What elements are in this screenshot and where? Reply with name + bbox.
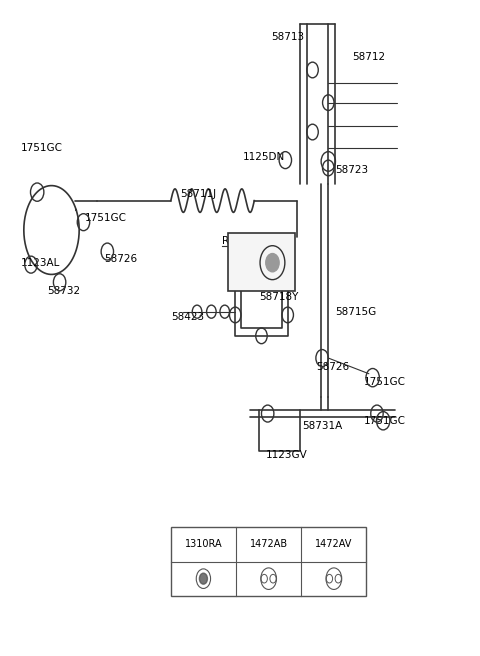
Text: 58715G: 58715G <box>336 307 377 318</box>
Text: 1125DN: 1125DN <box>242 152 285 162</box>
Text: 58423: 58423 <box>171 312 204 322</box>
Text: 58711J: 58711J <box>180 189 216 199</box>
Text: 1751GC: 1751GC <box>21 144 62 154</box>
Text: 58731A: 58731A <box>302 421 342 431</box>
Text: 58712: 58712 <box>352 52 385 62</box>
Text: 58718Y: 58718Y <box>259 292 299 302</box>
Text: 1123AL: 1123AL <box>21 258 60 268</box>
Circle shape <box>266 253 279 272</box>
Text: 1472AV: 1472AV <box>315 539 352 549</box>
Circle shape <box>199 573 207 584</box>
Text: 58726: 58726 <box>104 255 137 264</box>
Text: 58732: 58732 <box>47 287 80 297</box>
Text: 1751GC: 1751GC <box>364 377 406 386</box>
Text: 58726: 58726 <box>316 361 349 371</box>
Text: REF.58-589: REF.58-589 <box>222 236 280 246</box>
Text: 1751GC: 1751GC <box>364 416 406 426</box>
Text: 58723: 58723 <box>336 165 369 175</box>
FancyBboxPatch shape <box>228 234 295 291</box>
Text: 58713: 58713 <box>271 32 304 43</box>
Text: 1123GV: 1123GV <box>266 451 308 461</box>
Text: 1751GC: 1751GC <box>85 213 127 223</box>
Text: 1310RA: 1310RA <box>185 539 222 549</box>
Bar <box>171 527 366 596</box>
Text: 1472AB: 1472AB <box>250 539 288 549</box>
